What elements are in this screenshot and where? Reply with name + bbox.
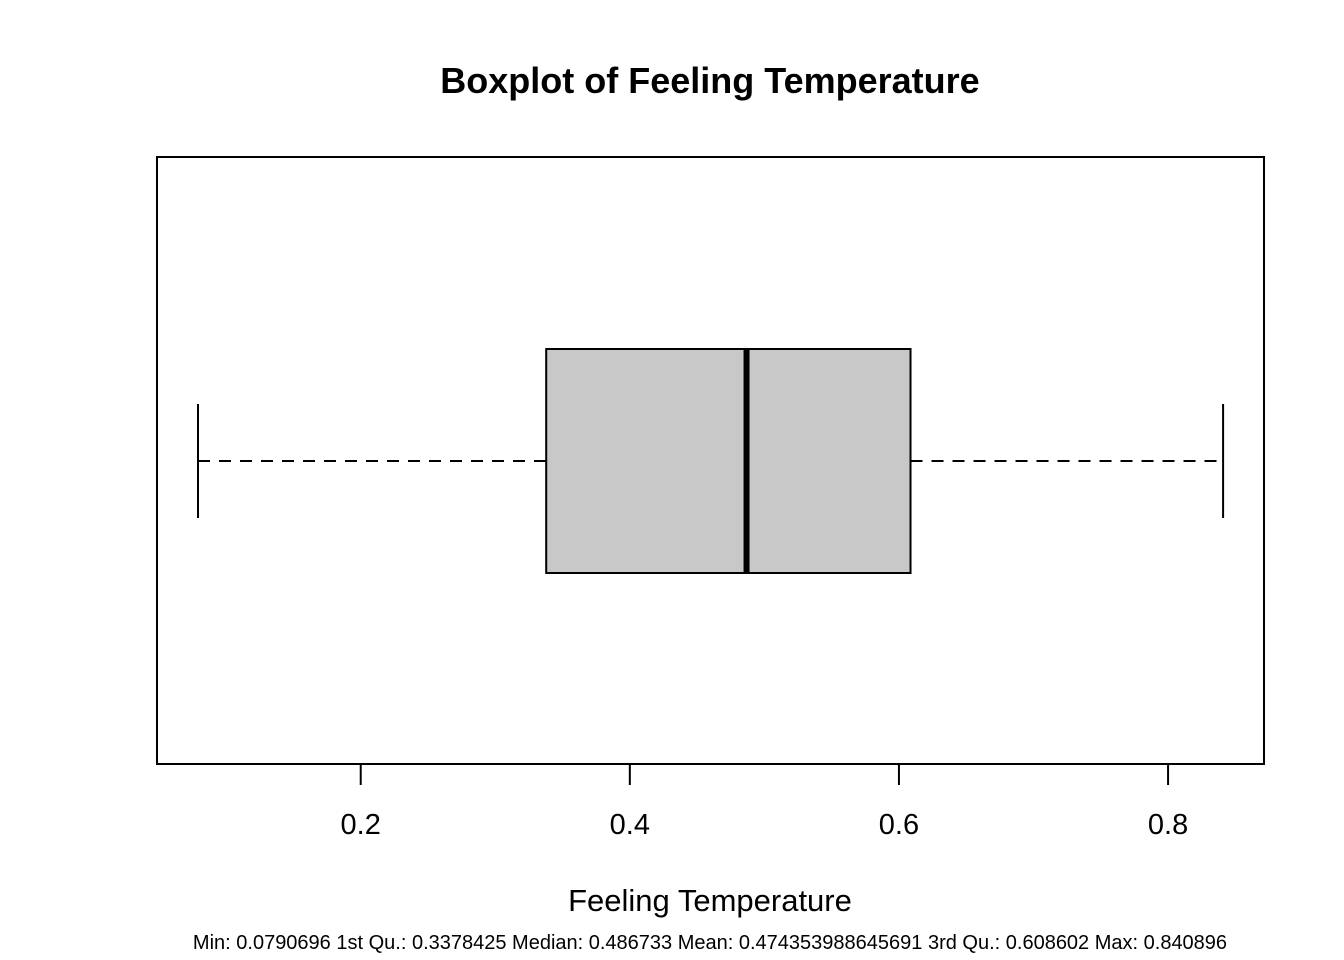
x-tick-label: 0.4 bbox=[610, 809, 650, 841]
x-axis-label: Feeling Temperature bbox=[568, 883, 852, 918]
x-tick-label: 0.8 bbox=[1148, 809, 1188, 841]
iqr-box bbox=[545, 348, 912, 574]
plot-frame bbox=[156, 156, 1265, 765]
x-tick-label: 0.2 bbox=[341, 809, 381, 841]
whiskers bbox=[196, 404, 1225, 518]
x-tick-label: 0.6 bbox=[879, 809, 919, 841]
x-axis: 0.2 0.4 0.6 0.8 bbox=[341, 764, 1188, 841]
chart-title: Boxplot of Feeling Temperature bbox=[440, 60, 979, 101]
summary-caption: Min: 0.0790696 1st Qu.: 0.3378425 Median… bbox=[193, 932, 1227, 954]
